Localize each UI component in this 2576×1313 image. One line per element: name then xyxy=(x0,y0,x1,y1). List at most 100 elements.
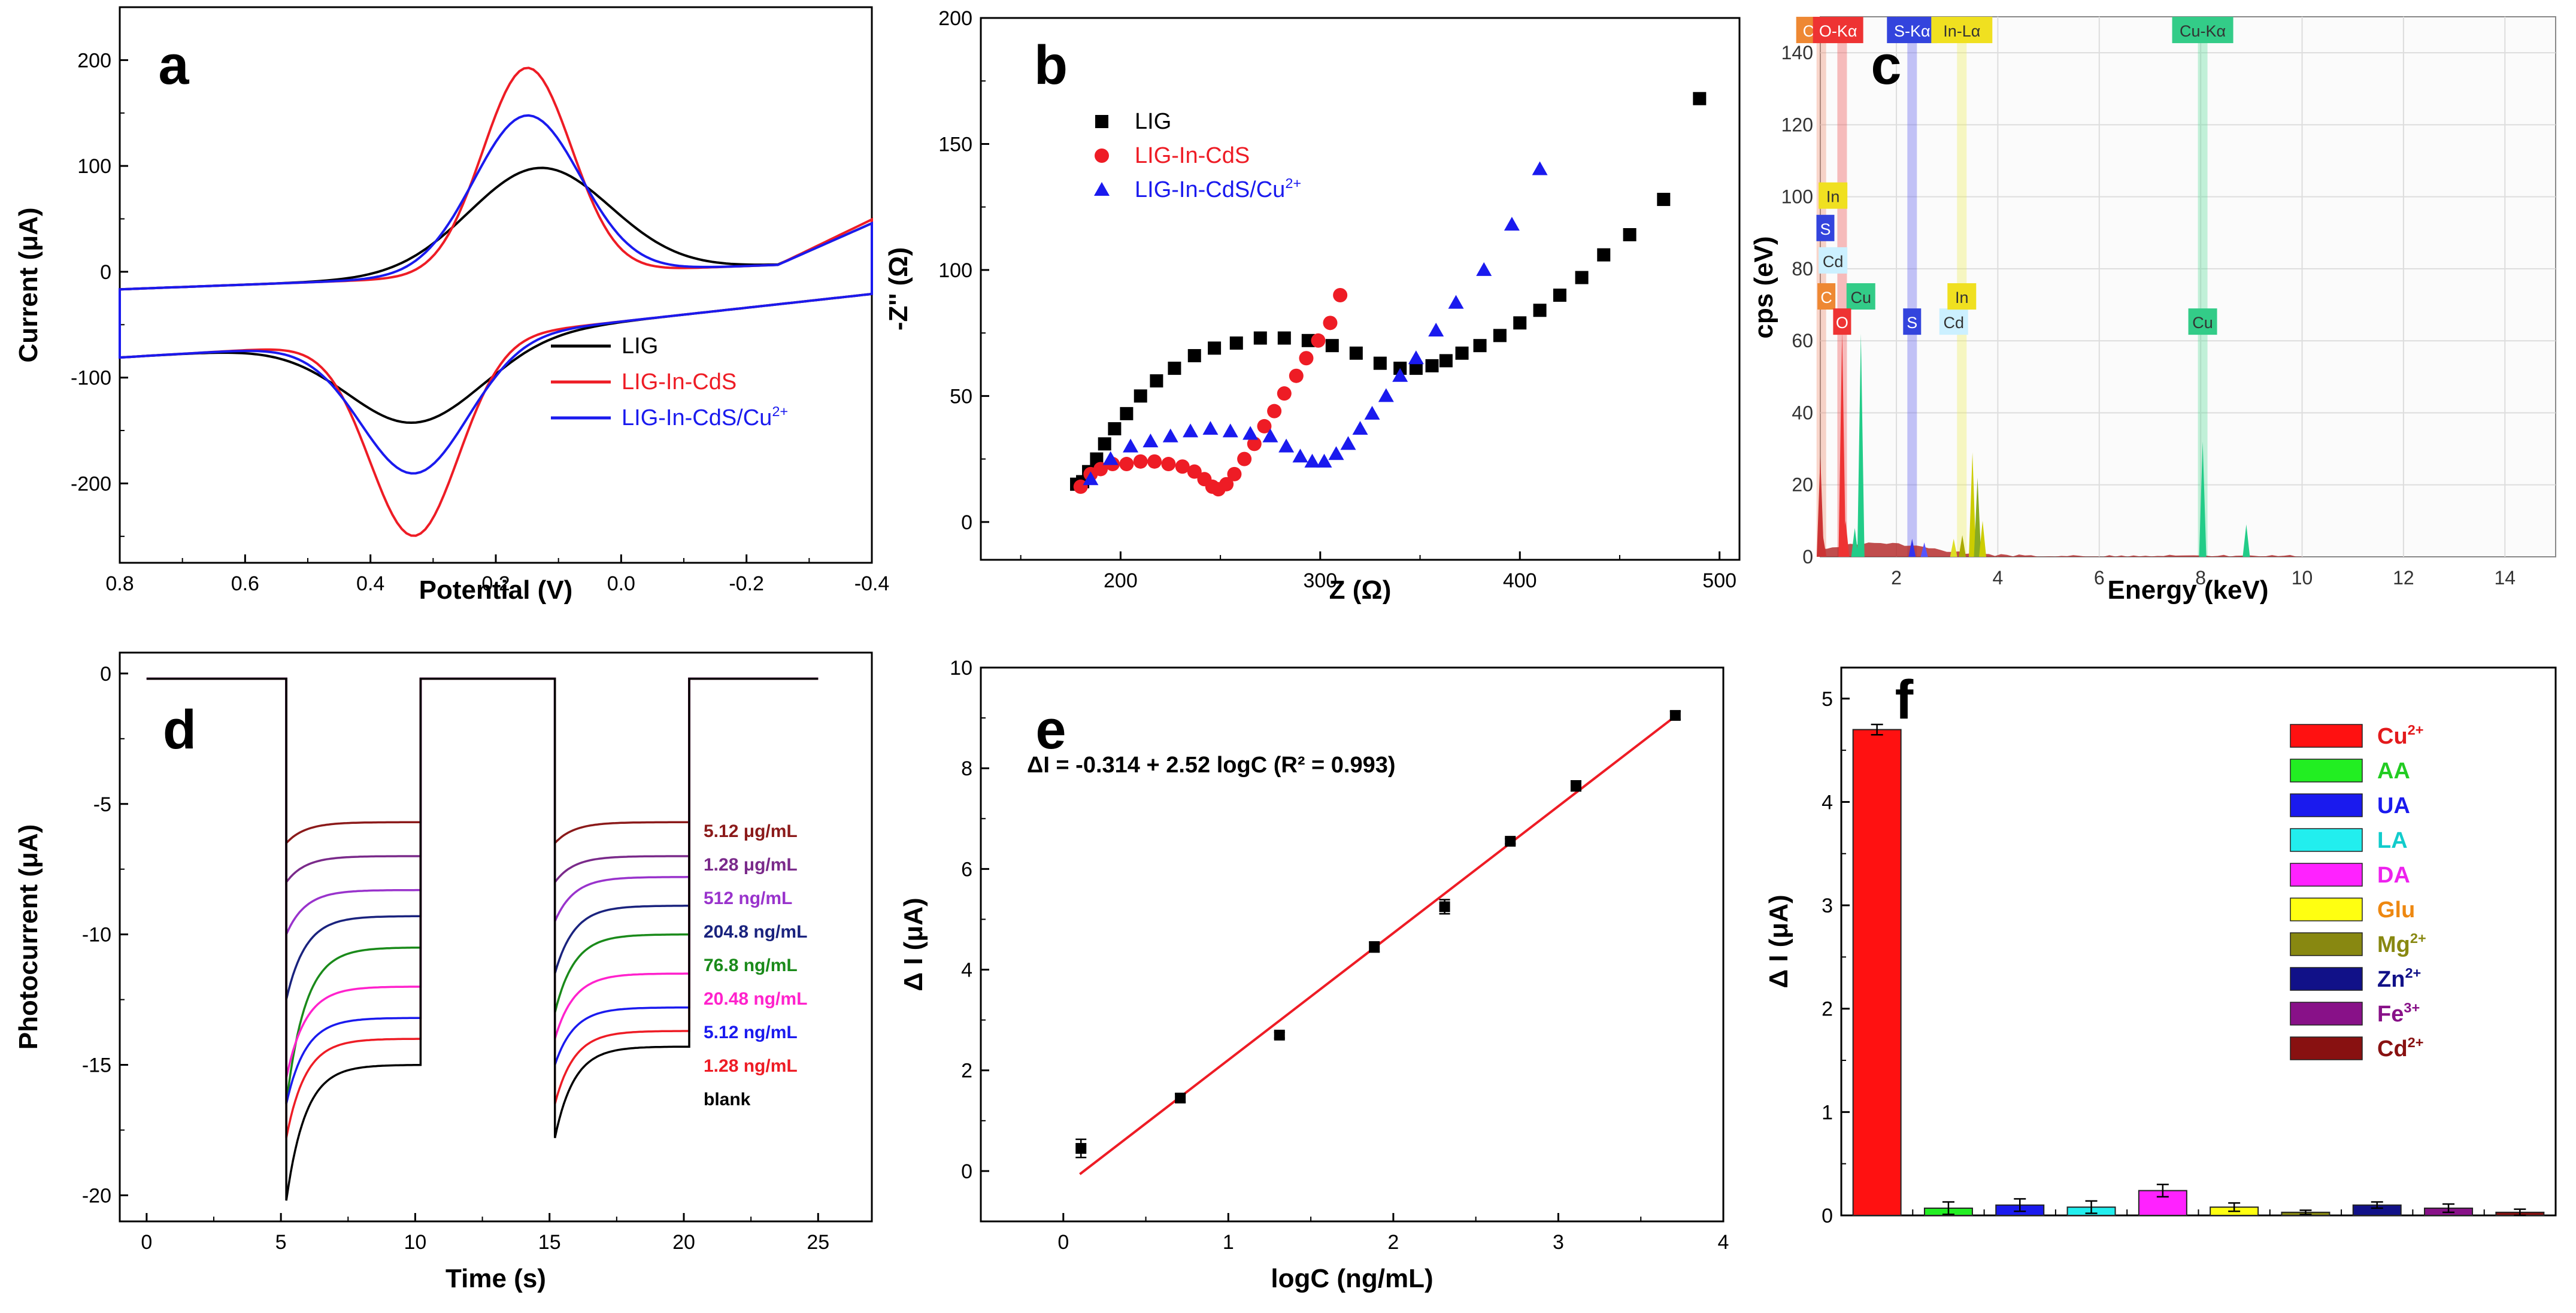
panel-f-legend-label-sup: 2+ xyxy=(2410,930,2426,946)
panel-f-legend-label: Zn2+ xyxy=(2377,965,2421,992)
panel-f-legend-label: AA xyxy=(2377,759,2410,784)
panel-e-xtick-label: 3 xyxy=(1553,1231,1564,1254)
panel-b-point xyxy=(1597,248,1610,262)
panel-e-point xyxy=(1075,1143,1086,1154)
panel-d-xtick-label: 0 xyxy=(141,1231,152,1254)
panel-e-ytick-label: 0 xyxy=(961,1160,972,1183)
panel-e-xtick-label: 2 xyxy=(1387,1231,1399,1254)
panel-b-point xyxy=(1134,389,1147,402)
panel-a-legend-label: LIG-In-CdS xyxy=(622,369,737,395)
panel-b-point xyxy=(1408,350,1424,364)
panel-e-point xyxy=(1571,781,1581,792)
panel-c-xtick-label: 12 xyxy=(2393,567,2414,589)
panel-a-legend-label-main: LIG-In-CdS/Cu xyxy=(622,405,772,430)
panel-c-element-tag-text: In xyxy=(1826,188,1840,206)
panel-c-ylabel: cps (eV) xyxy=(1749,236,1778,338)
panel-c-element-tag-text: S xyxy=(1820,220,1831,238)
panel-b-point xyxy=(1553,289,1566,302)
panel-b-legend-label: LIG-In-CdS xyxy=(1135,143,1250,168)
panel-f-legend-label: Mg2+ xyxy=(2377,930,2426,957)
panel-b-xtick-label: 200 xyxy=(1104,569,1138,592)
panel-d-series-label: 5.12 μg/mL xyxy=(704,821,798,841)
panel-b-point xyxy=(1623,228,1636,241)
panel-c-ytick-label: 100 xyxy=(1781,186,1813,208)
panel-d-xtick-label: 10 xyxy=(404,1231,427,1254)
panel-b-point xyxy=(1299,351,1313,365)
panel-a-ytick-label: -100 xyxy=(71,367,111,390)
panel-e-ytick-label: 8 xyxy=(961,757,972,780)
panel-c-frame xyxy=(1820,17,2556,557)
panel-f-legend-label: Cu2+ xyxy=(2377,722,2424,749)
panel-f-bar xyxy=(1853,730,1901,1215)
panel-b-point xyxy=(1340,436,1356,450)
panel-d-series-label: 1.28 ng/mL xyxy=(704,1056,798,1076)
panel-c-ytick-label: 80 xyxy=(1792,258,1813,280)
panel-b-point xyxy=(1292,448,1308,462)
panel-c-xlabel: Energy (keV) xyxy=(2108,575,2269,605)
panel-b-point xyxy=(1168,362,1181,375)
panel-b-point xyxy=(1493,329,1507,342)
panel-b-legend-label-sup: 2+ xyxy=(1285,175,1301,191)
panel-c-element-line xyxy=(1907,17,1917,557)
panel-b-ytick-label: 200 xyxy=(938,7,972,30)
panel-b-point xyxy=(1316,454,1332,468)
panel-b-legend-label-main: LIG-In-CdS xyxy=(1135,143,1250,168)
panel-b-point xyxy=(1134,454,1148,469)
panel-b-point xyxy=(1575,271,1589,284)
panel-b-xlabel: Z (Ω) xyxy=(1329,575,1392,605)
panel-d-xlabel: Time (s) xyxy=(446,1264,546,1293)
panel-b-legend-marker xyxy=(1095,115,1108,128)
panel-c-element-tag-text: C xyxy=(1820,289,1832,307)
panel-b-ytick-label: 0 xyxy=(961,511,972,534)
panel-b-xtick-label: 500 xyxy=(1702,569,1736,592)
panel-a-legend-label: LIG xyxy=(622,333,658,359)
panel-b-point xyxy=(1142,433,1158,447)
panel-a-legend-label-sup: 2+ xyxy=(772,404,788,419)
panel-b-point xyxy=(1242,426,1258,440)
panel-b-point xyxy=(1098,437,1111,450)
panel-b-point xyxy=(1147,454,1162,469)
panel-a-ylabel: Current (μA) xyxy=(14,207,43,362)
panel-e-point xyxy=(1505,836,1516,847)
panel-f-legend-label: Glu xyxy=(2377,897,2415,923)
panel-b-ytick-label: 150 xyxy=(938,133,972,156)
panel-f-legend-swatch xyxy=(2290,1037,2362,1060)
panel-b-point xyxy=(1161,457,1175,471)
panel-b-legend-marker xyxy=(1094,182,1110,196)
panel-f-legend-swatch xyxy=(2290,724,2362,747)
panel-c-label: c xyxy=(1871,35,1901,96)
panel-a-cv-curve xyxy=(120,168,872,423)
panel-b-point xyxy=(1476,262,1492,276)
panel-b-point xyxy=(1326,339,1339,352)
panel-f-frame xyxy=(1841,668,2556,1215)
panel-b-point xyxy=(1532,162,1548,175)
panel-b-point xyxy=(1277,386,1292,401)
panel-a-xtick-label: 0.8 xyxy=(105,572,134,595)
panel-e-point xyxy=(1175,1093,1186,1103)
panel-b-point xyxy=(1448,295,1464,309)
panel-f-legend-label: DA xyxy=(2377,863,2410,888)
panel-a-xtick-label: 0.6 xyxy=(231,572,259,595)
panel-c-xtick-label: 6 xyxy=(2094,567,2105,589)
panel-a-label: a xyxy=(158,35,189,96)
panel-c-xtick-label: 2 xyxy=(1891,567,1902,589)
panel-f-legend-label-main: Mg xyxy=(2377,932,2410,957)
panel-c-xtick-label: 10 xyxy=(2292,567,2313,589)
panel-e-xtick-label: 4 xyxy=(1718,1231,1729,1254)
panel-f-ylabel: Δ I (μA) xyxy=(1764,894,1793,988)
panel-b-point xyxy=(1323,316,1337,330)
panel-e-ytick-label: 10 xyxy=(950,657,972,680)
panel-b-ytick-label: 100 xyxy=(938,259,972,282)
panel-c-element-tag-text: Cu-Kα xyxy=(2180,22,2226,40)
panel-f-legend-label-main: UA xyxy=(2377,793,2410,818)
panel-e-ytick-label: 6 xyxy=(961,858,972,881)
panel-a-ytick-label: 0 xyxy=(100,261,111,284)
panel-f-legend-label-main: AA xyxy=(2377,759,2410,784)
panel-e-equation: ΔI = -0.314 + 2.52 logC (R² = 0.993) xyxy=(1027,753,1396,778)
panel-c-element-tag-text: O-Kα xyxy=(1819,22,1857,40)
panel-e-point xyxy=(1369,942,1380,953)
panel-c-element-tag-text: Cu xyxy=(2192,314,2213,332)
panel-f-legend-label-main: Glu xyxy=(2377,897,2415,923)
panel-d-series-label: blank xyxy=(704,1090,751,1109)
panel-a-legend-label-main: LIG-In-CdS xyxy=(622,369,737,395)
